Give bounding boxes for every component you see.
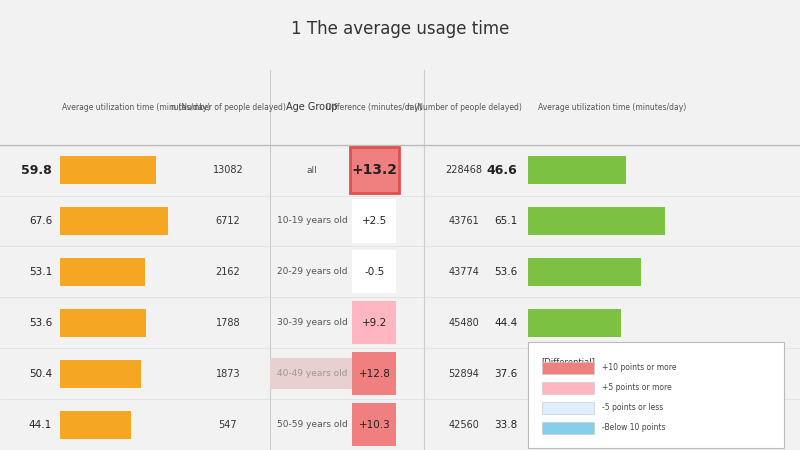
Bar (352, 403, 397, 446)
Text: 44.1: 44.1 (29, 419, 52, 430)
Bar (60, 156, 156, 184)
Text: -5 points or less: -5 points or less (602, 403, 663, 412)
Text: +5 points or more: +5 points or more (602, 383, 671, 392)
Bar (352, 352, 397, 395)
Bar (352, 250, 397, 293)
Text: 45480: 45480 (449, 318, 479, 328)
Text: [Differential]: [Differential] (542, 357, 595, 366)
Text: 6712: 6712 (216, 216, 240, 226)
Bar (60, 258, 145, 286)
Bar (60, 410, 130, 439)
Text: 13082: 13082 (213, 165, 243, 175)
Text: 53.6: 53.6 (494, 267, 518, 277)
Text: 46.6: 46.6 (487, 164, 518, 176)
FancyBboxPatch shape (528, 342, 784, 448)
Text: 1 The average usage time: 1 The average usage time (291, 20, 509, 38)
Text: 44.4: 44.4 (494, 318, 518, 328)
Text: 43761: 43761 (449, 216, 479, 226)
Bar (528, 360, 607, 387)
Bar (270, 358, 354, 389)
Text: +2.5: +2.5 (362, 216, 387, 226)
Text: 2162: 2162 (216, 267, 240, 277)
Text: n (Number of people delayed): n (Number of people delayed) (406, 103, 522, 112)
Bar (60, 360, 141, 387)
Text: 1873: 1873 (216, 369, 240, 378)
Bar (528, 309, 622, 337)
Text: 10-19 years old: 10-19 years old (277, 216, 347, 225)
Text: 40-49 years old: 40-49 years old (277, 369, 347, 378)
Text: all: all (306, 166, 318, 175)
Text: +13.2: +13.2 (351, 163, 398, 177)
Bar (60, 309, 146, 337)
Text: +12.8: +12.8 (358, 369, 390, 378)
FancyBboxPatch shape (350, 147, 398, 193)
Text: n (Number of people delayed): n (Number of people delayed) (170, 103, 286, 112)
Text: 50.4: 50.4 (29, 369, 52, 378)
Text: 43774: 43774 (449, 267, 479, 277)
Bar (352, 301, 397, 344)
Bar (528, 410, 599, 439)
Text: 33.8: 33.8 (494, 419, 518, 430)
Text: +9.2: +9.2 (362, 318, 387, 328)
Text: 65.1: 65.1 (494, 216, 518, 226)
Bar (542, 402, 594, 414)
Text: 53.6: 53.6 (29, 318, 52, 328)
Text: 20-29 years old: 20-29 years old (277, 267, 347, 276)
Bar (352, 199, 397, 243)
Bar (528, 258, 641, 286)
Text: +10 points or more: +10 points or more (602, 363, 676, 372)
Text: 547: 547 (218, 419, 238, 430)
Text: 42560: 42560 (449, 419, 479, 430)
Bar (542, 382, 594, 394)
Text: 52894: 52894 (449, 369, 479, 378)
Text: -0.5: -0.5 (364, 267, 385, 277)
Text: 37.6: 37.6 (494, 369, 518, 378)
Text: Age Group: Age Group (286, 103, 338, 112)
Bar (542, 422, 594, 434)
Text: 53.1: 53.1 (29, 267, 52, 277)
Text: Average utilization time (minutes/day): Average utilization time (minutes/day) (538, 103, 686, 112)
Bar (60, 207, 168, 235)
Text: 228468: 228468 (446, 165, 482, 175)
Text: +10.3: +10.3 (358, 419, 390, 430)
Text: -Below 10 points: -Below 10 points (602, 423, 665, 432)
Text: 50-59 years old: 50-59 years old (277, 420, 347, 429)
Bar (542, 362, 594, 374)
Text: 67.6: 67.6 (29, 216, 52, 226)
Bar (528, 156, 626, 184)
Bar (528, 207, 665, 235)
Text: 1788: 1788 (216, 318, 240, 328)
Text: 59.8: 59.8 (22, 164, 52, 176)
Text: 30-39 years old: 30-39 years old (277, 318, 347, 327)
Text: Difference (minutes/day): Difference (minutes/day) (326, 103, 422, 112)
Text: Average utilization time (minutes/day): Average utilization time (minutes/day) (62, 103, 210, 112)
